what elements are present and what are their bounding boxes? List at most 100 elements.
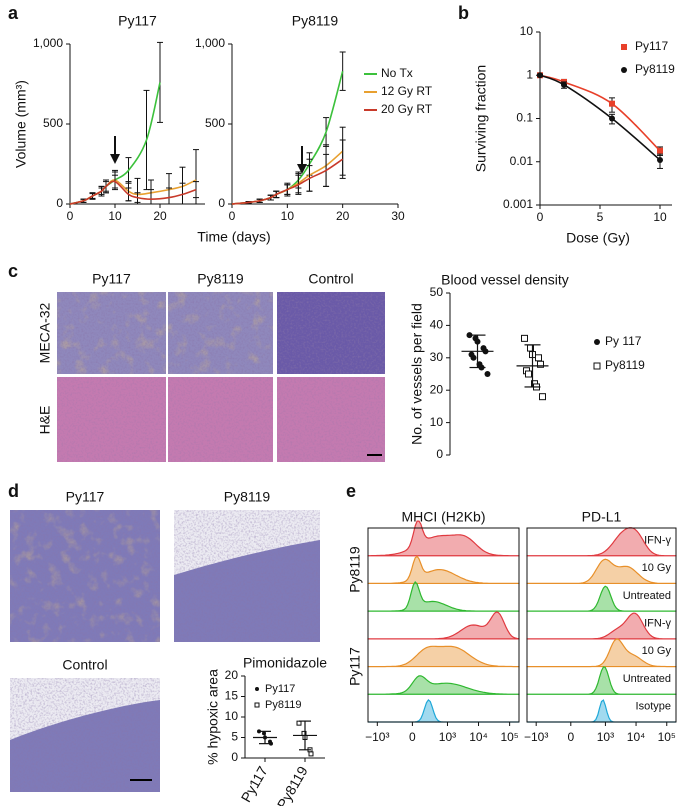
column-label: Py117: [92, 271, 131, 287]
x-tick-label: 10⁵: [658, 730, 676, 744]
series-line: [231, 158, 344, 205]
group-label: Py8119: [347, 546, 363, 593]
y-tick-label: 0.01: [510, 154, 534, 168]
y-tick-label: 0: [56, 196, 63, 210]
row-label: 10 Gy: [642, 562, 672, 574]
point: [537, 360, 544, 368]
y-tick-label: 0: [231, 750, 238, 764]
error-bar: [469, 334, 486, 369]
legend-marker: [255, 687, 259, 691]
image-label: Py8119: [224, 489, 271, 505]
histogram: [367, 520, 520, 557]
texture: [57, 292, 166, 374]
row-label: H&E: [37, 406, 53, 435]
histogram: [367, 555, 520, 585]
row-label: IFN-γ: [644, 534, 671, 546]
legend-label: 20 Gy RT: [381, 102, 433, 116]
point: [657, 147, 663, 154]
error-bar: [524, 344, 541, 388]
arrow: [110, 136, 307, 174]
histogram: [367, 611, 520, 640]
x-tick-label: 10: [653, 210, 667, 224]
y-tick-label: 30: [430, 350, 444, 364]
y-tick-label: 1: [526, 67, 533, 81]
x-tick-label: 0: [409, 730, 416, 744]
column-label: Py8119: [197, 271, 244, 287]
row-label: Untreated: [623, 673, 671, 685]
chart-title: Pimonidazole: [243, 655, 327, 671]
legend-marker: [621, 44, 627, 50]
panel-label: c: [8, 261, 18, 281]
x-axis-label: Time (days): [197, 229, 270, 245]
micrograph: [10, 678, 160, 792]
panel-title: MHCI (H2Kb): [401, 509, 485, 525]
x-tick-label: 10: [108, 209, 122, 223]
texture: [10, 678, 160, 792]
point: [484, 371, 491, 377]
point: [609, 115, 615, 122]
point: [657, 156, 663, 163]
x-tick-label: 5: [597, 210, 604, 224]
point: [609, 100, 615, 107]
legend-label: Py8119: [605, 358, 645, 372]
error-bar: [299, 720, 311, 751]
texture: [277, 292, 385, 374]
y-tick-label: 10: [225, 709, 239, 723]
legend-marker: [593, 362, 601, 370]
y-tick-label: 500: [43, 116, 63, 130]
image-label: Control: [62, 657, 107, 673]
histogram: [526, 638, 677, 668]
legend-label: Py 117: [605, 334, 642, 348]
histogram: [526, 585, 677, 612]
point: [308, 751, 314, 757]
y-tick-label: 15: [225, 689, 239, 703]
row-label: 10 Gy: [642, 645, 672, 657]
column-label: Control: [308, 271, 353, 287]
row-label: Isotype: [636, 701, 671, 713]
micrograph: [57, 377, 166, 462]
error-bar: [166, 187, 172, 205]
legend-label: Py8119: [635, 62, 675, 76]
error-bar: [259, 730, 271, 745]
x-tick-label: Py117: [238, 763, 271, 805]
x-axis-label: Dose (Gy): [566, 230, 630, 246]
y-tick-label: 10: [520, 24, 534, 38]
panel-label: e: [346, 481, 356, 501]
y-tick-label: 0: [436, 447, 443, 461]
histogram: [367, 675, 520, 695]
x-tick-label: 10⁴: [627, 730, 646, 744]
row-label: Untreated: [623, 590, 671, 602]
texture: [57, 377, 166, 462]
y-tick-label: 10: [430, 415, 444, 429]
row-label: IFN-γ: [644, 618, 671, 630]
point: [296, 720, 302, 726]
image-label: Py117: [66, 489, 105, 505]
point: [521, 334, 528, 342]
legend-label: Py117: [635, 39, 668, 53]
histogram: [526, 558, 677, 585]
y-tick-label: 500: [205, 116, 225, 130]
y-tick-label: 20: [225, 668, 239, 682]
error-bar: [148, 189, 154, 205]
y-tick-label: 1,000: [195, 36, 225, 50]
legend-marker: [254, 702, 260, 708]
panel-label: a: [8, 3, 19, 23]
y-axis-label: % hypoxic area: [205, 669, 221, 765]
axis: [231, 44, 398, 205]
point: [525, 370, 532, 378]
micrograph: [57, 292, 166, 374]
chart-title: Py8119: [292, 13, 339, 29]
point: [535, 354, 542, 362]
x-tick-label: −10³: [365, 730, 389, 744]
legend-label: No Tx: [381, 66, 413, 80]
texture: [174, 510, 320, 642]
micrograph: [277, 292, 385, 374]
x-tick-label: 10⁵: [500, 730, 518, 744]
x-tick-label: 0: [229, 209, 236, 223]
x-tick-label: 0: [537, 210, 544, 224]
texture: [10, 510, 160, 642]
point: [539, 393, 546, 401]
axis: [539, 32, 672, 206]
series-line: [69, 179, 197, 205]
row-label: MECA-32: [37, 302, 53, 363]
